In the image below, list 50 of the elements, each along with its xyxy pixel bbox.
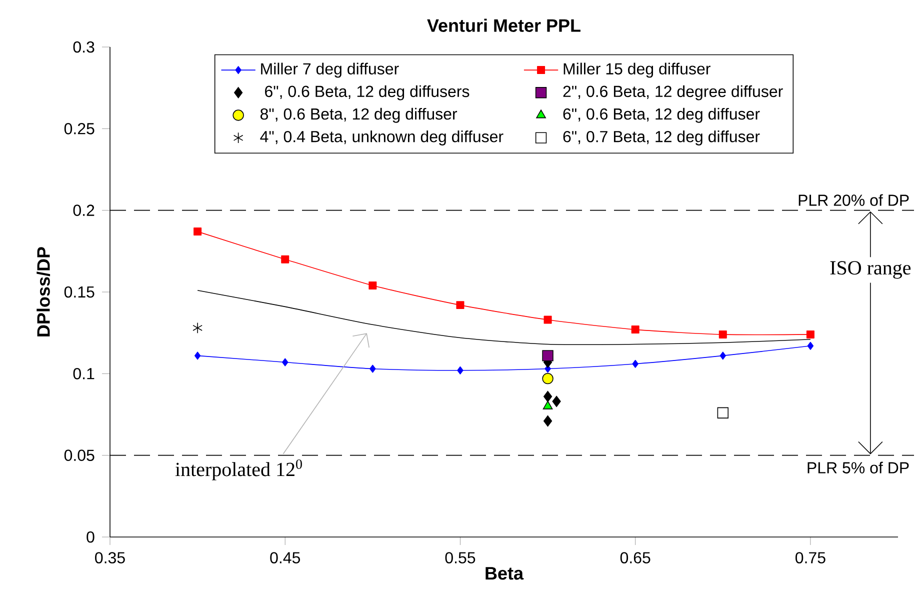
point	[281, 255, 290, 264]
point	[542, 372, 554, 384]
point	[632, 360, 638, 368]
legend-label: Miller 15 deg diffuser	[564, 62, 710, 78]
point	[542, 350, 554, 362]
point	[720, 352, 726, 360]
point	[194, 352, 201, 360]
y-tick-label: 0.1	[73, 368, 94, 380]
y-tick-label: 0.05	[64, 450, 94, 461]
point	[807, 342, 814, 350]
point	[282, 358, 288, 366]
point	[544, 316, 552, 324]
legend-label: Miller 7 deg diffuser	[261, 62, 399, 78]
x-tick-label: 0.45	[270, 552, 300, 564]
point	[368, 281, 377, 290]
point	[718, 330, 727, 338]
x-axis-title: Beta	[486, 567, 524, 580]
legend-label: 6", 0.7 Beta, 12 deg diffuser	[563, 130, 760, 146]
y-tick-label: 0.2	[73, 204, 94, 216]
y-axis-title: DPloss/DP	[36, 247, 50, 336]
point	[717, 407, 728, 418]
point	[456, 301, 464, 310]
legend-label: 6", 0.6 Beta, 12 deg diffuser	[563, 108, 760, 123]
point	[552, 396, 561, 408]
y-tick-label: 0	[86, 531, 94, 543]
chart-title: Venturi Meter PPL	[427, 18, 580, 32]
y-tick-label: 0.15	[64, 286, 94, 298]
annotation: ISO range	[830, 261, 911, 279]
x-tick-label: 0.35	[95, 552, 125, 564]
point	[194, 228, 202, 236]
ref-line-label: PLR 20% of DP	[798, 194, 909, 206]
x-tick-label: 0.55	[445, 552, 476, 564]
ref-line-label: PLR 5% of DP	[808, 462, 909, 474]
point	[631, 326, 640, 334]
point	[543, 415, 552, 427]
x-tick-label: 0.75	[796, 552, 826, 564]
point	[543, 390, 552, 402]
point	[370, 364, 376, 373]
legend-label: 8", 0.6 Beta, 12 deg diffuser	[260, 108, 458, 123]
y-tick-label: 0.25	[64, 123, 94, 134]
x-tick-label: 0.65	[620, 552, 650, 564]
y-tick-label: 0.3	[73, 41, 94, 53]
legend-label: 2", 0.6 Beta, 12 degree diffuser	[563, 85, 783, 100]
legend-label: 4", 0.4 Beta, unknown deg diffuser	[260, 130, 504, 146]
annotation: interpolated 12$^{0}$	[175, 459, 302, 480]
point	[457, 366, 464, 374]
legend-label: 6", 0.6 Beta, 12 deg diffusers	[265, 85, 470, 100]
point	[192, 322, 202, 334]
point	[806, 330, 814, 338]
point	[542, 400, 553, 410]
